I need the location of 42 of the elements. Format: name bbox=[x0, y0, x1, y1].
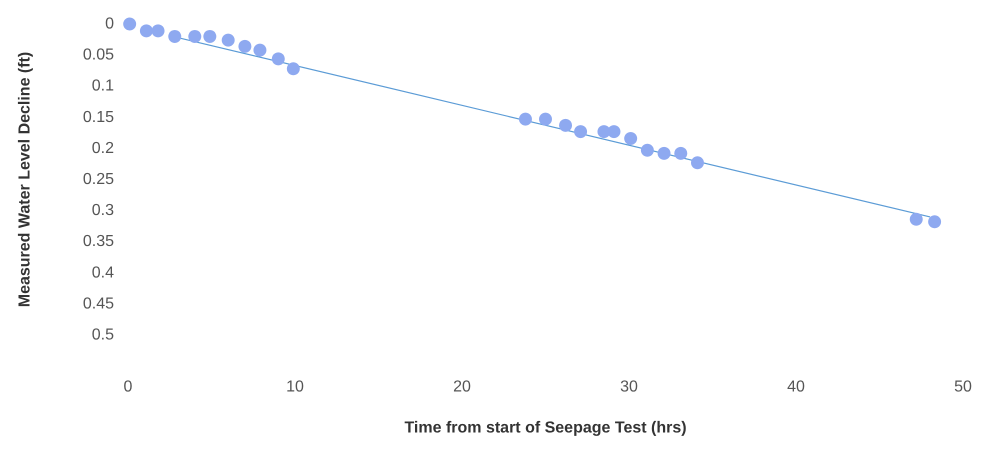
point bbox=[168, 30, 182, 43]
point bbox=[607, 125, 620, 138]
point bbox=[518, 112, 532, 126]
y-tick-label: 0.35 bbox=[82, 233, 114, 250]
point bbox=[203, 30, 216, 43]
point bbox=[253, 44, 266, 57]
y-tick-label: 0.4 bbox=[92, 264, 114, 282]
y-axis-title: Measured Water Level Decline (ft) bbox=[16, 52, 34, 308]
y-tick-label: 0.2 bbox=[92, 140, 114, 157]
point bbox=[640, 144, 654, 157]
point bbox=[238, 40, 252, 53]
y-tick-label: 0.05 bbox=[82, 46, 114, 64]
point bbox=[140, 24, 153, 38]
point bbox=[286, 62, 300, 76]
point bbox=[272, 52, 285, 66]
point bbox=[123, 18, 136, 30]
y-tick-label: 0.3 bbox=[92, 202, 114, 220]
point bbox=[910, 212, 923, 226]
point bbox=[222, 34, 235, 47]
y-tick-label: 0.1 bbox=[92, 78, 114, 95]
x-tick-label: 50 bbox=[954, 378, 972, 396]
point bbox=[574, 125, 588, 138]
point bbox=[188, 30, 202, 43]
point bbox=[624, 132, 638, 145]
point bbox=[674, 146, 688, 160]
x-tick-label: 40 bbox=[787, 378, 805, 396]
x-tick-label: 30 bbox=[620, 378, 638, 396]
x-tick-label: 0 bbox=[124, 378, 133, 396]
point bbox=[152, 24, 165, 38]
y-tick-label: 0.5 bbox=[92, 326, 114, 344]
x-tick-label: 20 bbox=[453, 378, 471, 396]
point bbox=[690, 156, 704, 170]
point bbox=[559, 118, 572, 132]
point bbox=[658, 146, 671, 160]
y-tick-label: 0.45 bbox=[82, 295, 114, 312]
x-axis-title: Time from start of Seepage Test (hrs) bbox=[404, 420, 687, 436]
point bbox=[928, 215, 942, 228]
x-tick-label: 10 bbox=[286, 378, 304, 396]
y-tick-label: 0 bbox=[105, 16, 114, 32]
y-tick-label: 0.25 bbox=[82, 171, 114, 188]
y-tick-label: 0.15 bbox=[82, 108, 114, 126]
point bbox=[539, 112, 552, 126]
